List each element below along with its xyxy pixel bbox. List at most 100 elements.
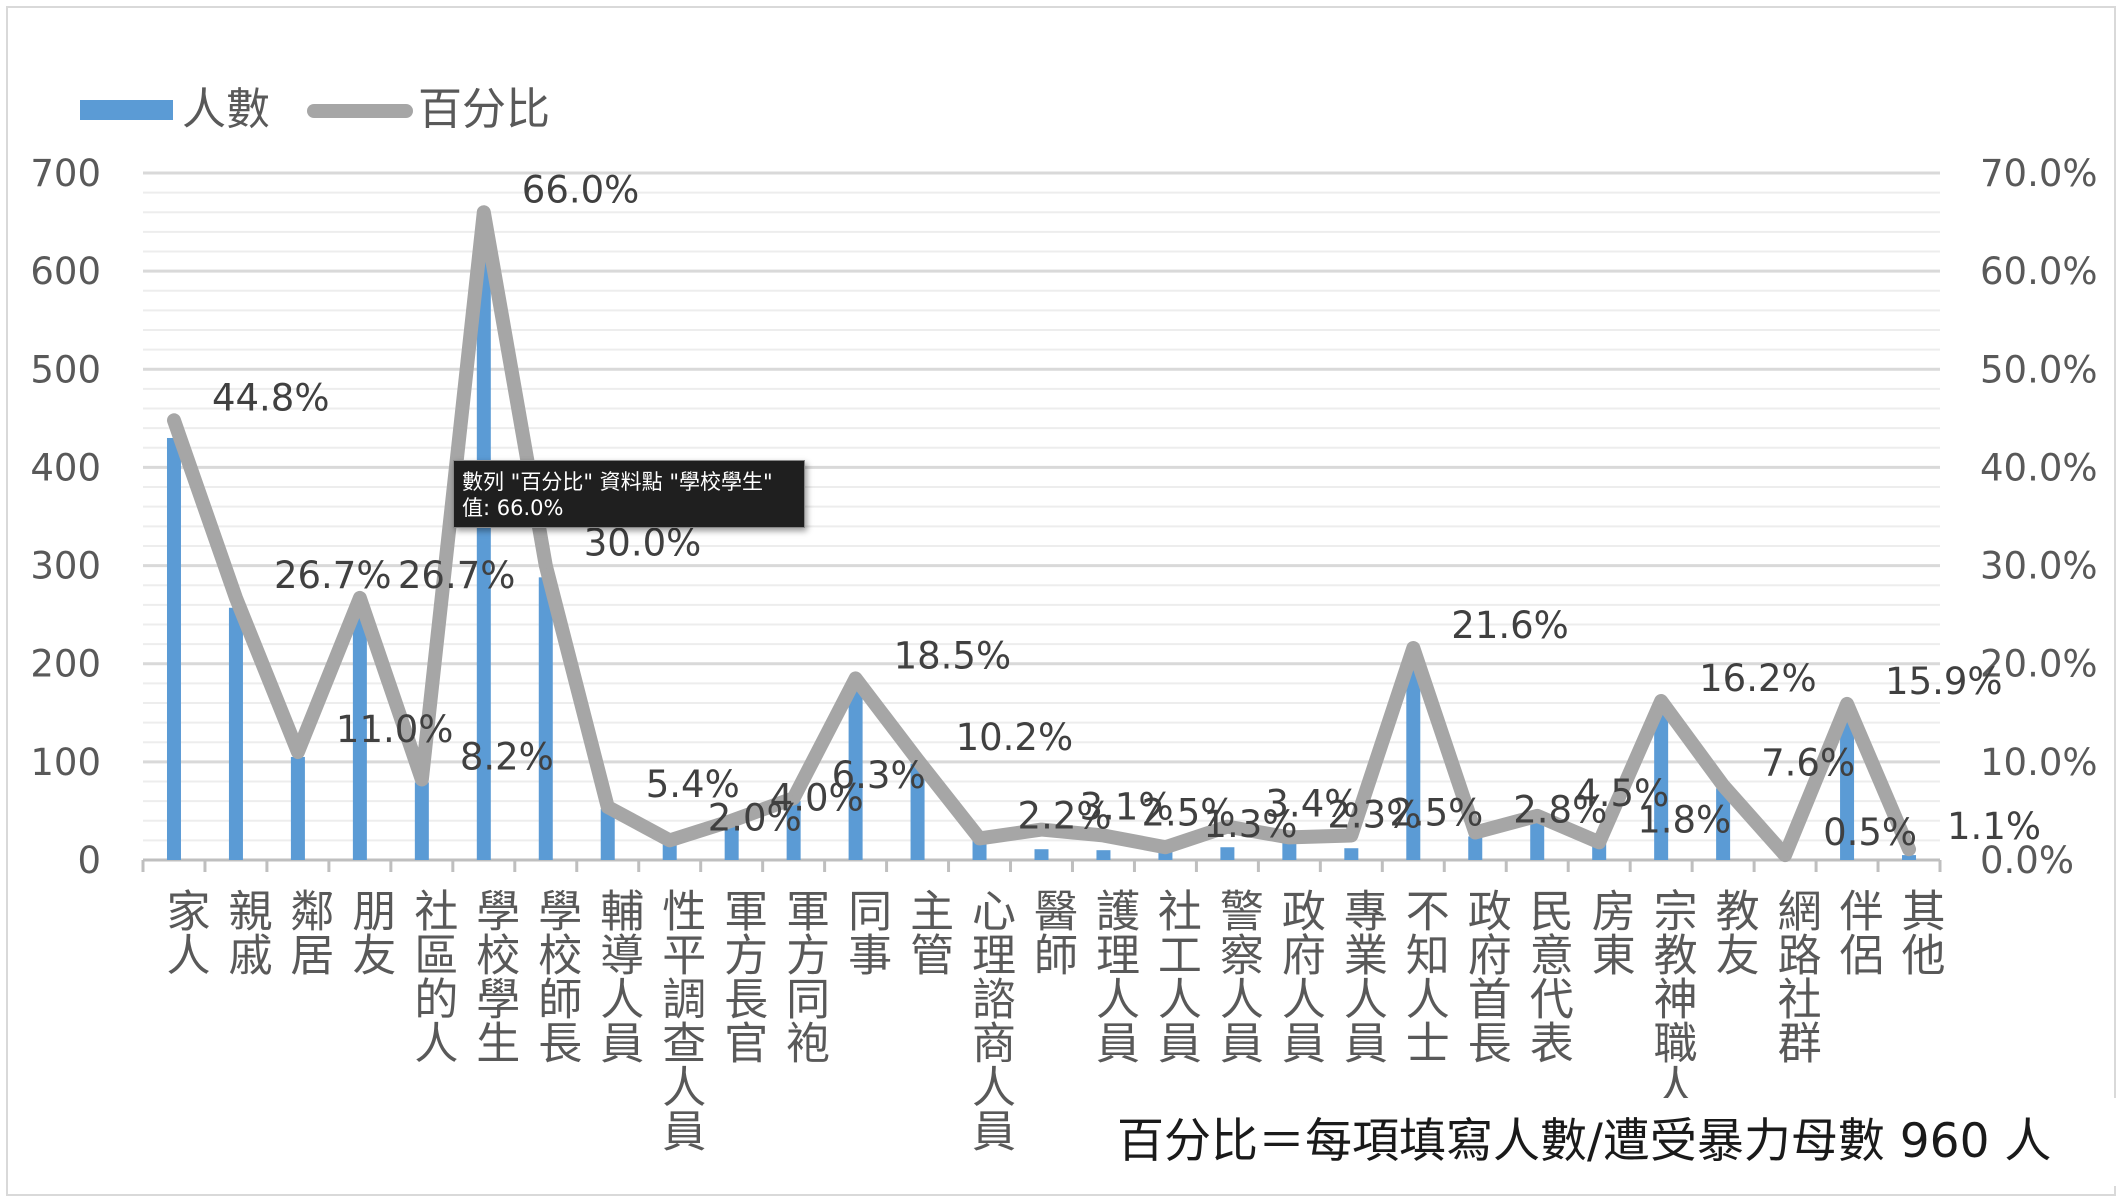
category-label: 政府首長 [1460, 888, 1511, 1064]
right-axis-tick-label: 10.0% [1980, 741, 2098, 784]
data-label: 2.8% [1513, 789, 1607, 832]
bar [228, 607, 243, 860]
bar [1902, 855, 1917, 860]
line-point [418, 776, 425, 783]
bar [1096, 850, 1111, 860]
category-label: 心理諮商人員 [964, 888, 1015, 1152]
data-label: 30.0% [584, 522, 702, 565]
line-point [666, 837, 673, 844]
line-point [1844, 700, 1851, 707]
data-label: 2.5% [1389, 791, 1483, 834]
line-point [1720, 782, 1727, 789]
line-point [1472, 829, 1479, 836]
legend-label-line: 百分比 [418, 84, 550, 135]
category-label: 鄰居 [282, 888, 333, 976]
category-label: 社區的人 [406, 888, 457, 1064]
category-label: 護理人員 [1088, 888, 1139, 1064]
category-label: 不知人士 [1398, 888, 1449, 1064]
left-axis-tick-label: 600 [30, 250, 101, 293]
data-label: 7.6% [1761, 741, 1855, 784]
bar [910, 763, 925, 860]
category-label: 社工人員 [1150, 888, 1201, 1064]
left-axis-tick-label: 0 [77, 839, 101, 882]
line-point [1658, 698, 1665, 705]
data-label: 4.0% [770, 777, 864, 820]
data-label: 4.5% [1575, 772, 1669, 815]
category-label: 主管 [902, 888, 953, 976]
category-label: 教友 [1708, 888, 1759, 976]
bar [1716, 788, 1731, 860]
line-point [1596, 839, 1603, 846]
bar [1344, 848, 1359, 860]
bar [1468, 836, 1483, 860]
line-point [1782, 852, 1789, 859]
line-point [480, 209, 487, 216]
right-axis-tick-label: 60.0% [1980, 250, 2098, 293]
bar [1220, 847, 1235, 860]
category-label: 醫師 [1026, 888, 1077, 976]
data-label: 2.0% [708, 796, 802, 839]
data-label: 2.2% [1018, 794, 1112, 837]
left-axis-tick-label: 500 [30, 348, 101, 391]
data-label: 11.0% [336, 708, 454, 751]
data-label: 1.3% [1203, 803, 1297, 846]
data-label: 3.4% [1265, 783, 1359, 826]
right-axis-tick-label: 40.0% [1980, 446, 2098, 489]
data-label: 3.1% [1080, 786, 1174, 829]
line-point [356, 594, 363, 601]
left-axis-tick-label: 300 [30, 545, 101, 588]
right-axis-tick-label: 20.0% [1980, 643, 2098, 686]
data-label: 8.2% [460, 736, 554, 779]
line-point [294, 749, 301, 756]
footnote: 百分比＝每項填寫人數/遭受暴力母數 960 人 [1063, 1098, 2118, 1186]
line-point [914, 756, 921, 763]
data-label: 6.3% [832, 754, 926, 797]
category-label: 政府人員 [1274, 888, 1325, 1064]
data-label: 18.5% [894, 634, 1012, 677]
data-label: 15.9% [1885, 660, 2003, 703]
bar [786, 801, 801, 860]
left-axis-tick-label: 200 [30, 643, 101, 686]
left-axis-tick-label: 400 [30, 446, 101, 489]
bar [290, 756, 305, 860]
left-axis-tick-label: 100 [30, 741, 101, 784]
data-label: 26.7% [398, 554, 516, 597]
data-label: 44.8% [212, 376, 330, 419]
data-label: 1.1% [1947, 805, 2041, 848]
line-point [1100, 832, 1107, 839]
category-label: 房東 [1584, 888, 1635, 976]
right-axis-tick-label: 70.0% [1980, 152, 2098, 195]
legend-swatch-bars [80, 100, 173, 120]
data-label: 2.3% [1327, 793, 1421, 836]
right-axis-tick-label: 50.0% [1980, 348, 2098, 391]
category-label: 警察人員 [1212, 888, 1263, 1064]
bar [1034, 849, 1049, 860]
line-point [604, 804, 611, 811]
line-point [976, 835, 983, 842]
bar [1840, 709, 1855, 860]
line-point [170, 417, 177, 424]
category-label: 親戚 [220, 888, 271, 976]
data-label: 21.6% [1451, 604, 1569, 647]
line-point [728, 817, 735, 824]
bar [166, 437, 181, 860]
right-axis-tick-label: 30.0% [1980, 545, 2098, 588]
category-label: 軍方同袍 [778, 888, 829, 1064]
category-label: 同事 [840, 888, 891, 976]
data-label: 1.8% [1637, 798, 1731, 841]
category-label: 朋友 [344, 888, 395, 976]
category-label: 伴侶 [1832, 888, 1884, 976]
bar [352, 608, 367, 860]
bar [538, 577, 553, 860]
category-label: 網路社群 [1770, 888, 1821, 1064]
legend-label-bars: 人數 [182, 84, 270, 135]
category-label: 性平調查人員 [654, 888, 705, 1152]
line-point [542, 562, 549, 569]
category-label: 其他 [1894, 888, 1946, 976]
category-label: 專業人員 [1336, 888, 1387, 1064]
bar [476, 237, 491, 860]
bar [1406, 656, 1421, 860]
left-axis-tick-label: 700 [30, 152, 101, 195]
line-point [852, 675, 859, 682]
